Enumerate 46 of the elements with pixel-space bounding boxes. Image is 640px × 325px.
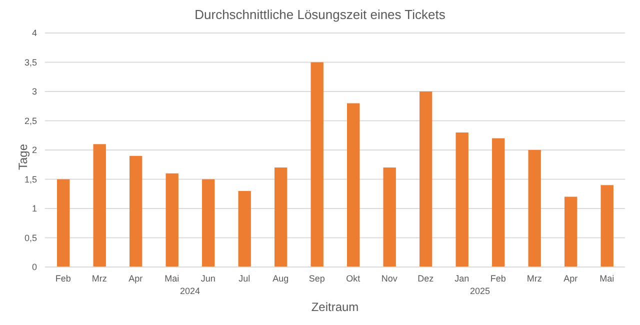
x-tick-label: Jul [238, 273, 250, 284]
y-axis-title: Tage [16, 144, 30, 170]
bar [456, 132, 468, 267]
x-tick-label: Dez [418, 273, 434, 284]
text: 2024 [180, 286, 200, 296]
y-tick-label: 4 [32, 28, 37, 38]
x-tick-label: Mai [600, 273, 614, 284]
x-tick-label: Mrz [526, 273, 542, 284]
bar [202, 179, 215, 267]
y-tick-label: 1 [32, 204, 37, 214]
bar [564, 196, 578, 267]
x-tick-label: Jun [200, 273, 216, 284]
bar [347, 103, 360, 267]
y-tick-label: 0,5 [24, 232, 37, 243]
bar [57, 179, 70, 267]
x-tick-label: Feb [55, 273, 71, 284]
bar [600, 185, 614, 267]
bar [93, 144, 106, 267]
bar [130, 156, 142, 267]
x-tick-label: Mai [164, 273, 180, 284]
x-tick-label: Aug [272, 273, 289, 284]
x-tick-label: Jan [454, 273, 470, 284]
y-tick-label: 1,5 [24, 174, 37, 184]
bar [420, 92, 432, 267]
text: 2025 [470, 286, 490, 296]
bar [528, 150, 541, 267]
y-tick-label: 2 [32, 145, 37, 156]
bar [274, 168, 288, 267]
x-tick-label: Apr [128, 273, 143, 284]
y-tick-label: 3,5 [24, 57, 37, 68]
y-tick-label: 0 [32, 262, 37, 272]
x-tick-label: Feb [490, 273, 506, 284]
x-axis-title: Zeitraum [310, 300, 360, 314]
x-tick-label: Apr [564, 273, 578, 284]
bar [492, 138, 505, 267]
bar [166, 173, 178, 267]
x-tick-label: Sep [308, 273, 325, 284]
x-tick-label: Mrz [92, 273, 108, 284]
y-tick-label: 2,5 [24, 116, 37, 126]
chart-title: Durchschnittliche Lösungszeit eines Tickets [194, 7, 446, 22]
x-tick-label: Nov [381, 273, 398, 284]
bar [238, 190, 251, 267]
x-tick-label: Okt [346, 273, 361, 284]
bar [310, 62, 324, 267]
bar [383, 168, 396, 267]
y-tick-label: 3 [32, 86, 37, 97]
